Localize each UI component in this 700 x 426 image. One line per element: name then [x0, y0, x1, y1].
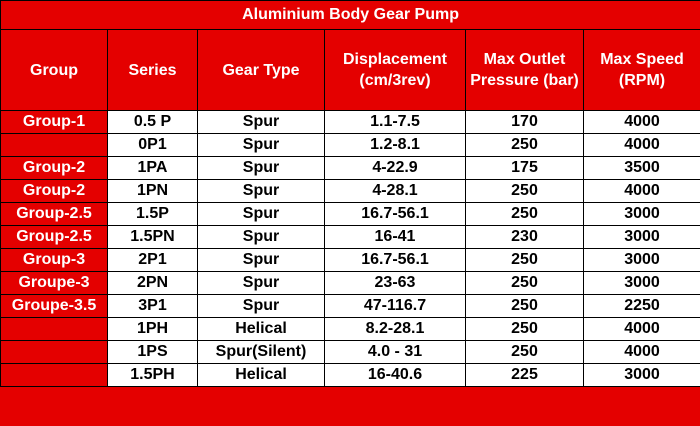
table-title-row: Aluminium Body Gear Pump [0, 0, 700, 30]
gear-type-cell: Helical [197, 363, 325, 387]
speed-cell: 3000 [582, 271, 700, 295]
table-title: Aluminium Body Gear Pump [0, 0, 700, 30]
displacement-cell: 4.0 - 31 [324, 340, 466, 364]
speed-cell: 4000 [582, 133, 700, 157]
group-cell: Group-1 [0, 110, 108, 134]
column-header-displacement: Displacement (cm/3rev) [324, 29, 466, 111]
column-header-gear-type: Gear Type [197, 29, 325, 111]
pressure-cell: 250 [465, 294, 584, 318]
column-header-max-outlet-pressure: Max Outlet Pressure (bar) [465, 29, 584, 111]
table-row: Group-2 1PN Spur 4-28.1 250 4000 [0, 179, 700, 203]
series-cell: 2P1 [107, 248, 198, 272]
gear-pump-table: Aluminium Body Gear Pump Group Series Ge… [0, 0, 700, 387]
table-row: Group-2.5 1.5PN Spur 16-41 230 3000 [0, 225, 700, 249]
displacement-cell: 16.7-56.1 [324, 202, 466, 226]
table-row: Groupe-3.5 3P1 Spur 47-116.7 250 2250 [0, 294, 700, 318]
table-row: 1.5PH Helical 16-40.6 225 3000 [0, 363, 700, 387]
gear-type-cell: Spur [197, 110, 325, 134]
displacement-cell: 4-22.9 [324, 156, 466, 180]
gear-type-cell: Spur [197, 248, 325, 272]
displacement-cell: 47-116.7 [324, 294, 466, 318]
group-cell: Groupe-3 [0, 271, 108, 295]
series-cell: 2PN [107, 271, 198, 295]
pressure-cell: 170 [465, 110, 584, 134]
series-cell: 1.5P [107, 202, 198, 226]
pressure-cell: 250 [465, 317, 584, 341]
group-cell: Groupe-3.5 [0, 294, 108, 318]
group-cell: Group-2 [0, 179, 108, 203]
displacement-cell: 23-63 [324, 271, 466, 295]
speed-cell: 3500 [582, 156, 700, 180]
speed-cell: 2250 [582, 294, 700, 318]
gear-type-cell: Spur [197, 271, 325, 295]
table-row: Group-2 1PA Spur 4-22.9 175 3500 [0, 156, 700, 180]
group-cell: Group-3 [0, 248, 108, 272]
pressure-cell: 250 [465, 202, 584, 226]
gear-type-cell: Spur [197, 202, 325, 226]
gear-type-cell: Spur [197, 225, 325, 249]
speed-cell: 3000 [582, 363, 700, 387]
gear-type-cell: Spur [197, 294, 325, 318]
series-cell: 1PN [107, 179, 198, 203]
series-cell: 1.5PN [107, 225, 198, 249]
gear-type-cell: Spur [197, 156, 325, 180]
displacement-cell: 4-28.1 [324, 179, 466, 203]
group-cell: Group-2.5 [0, 225, 108, 249]
series-cell: 1PH [107, 317, 198, 341]
displacement-cell: 1.2-8.1 [324, 133, 466, 157]
gear-type-cell: Spur [197, 133, 325, 157]
series-cell: 0P1 [107, 133, 198, 157]
displacement-cell: 16.7-56.1 [324, 248, 466, 272]
group-cell [0, 133, 108, 157]
speed-cell: 3000 [582, 202, 700, 226]
pressure-cell: 250 [465, 248, 584, 272]
table-row: Groupe-3 2PN Spur 23-63 250 3000 [0, 271, 700, 295]
pressure-cell: 175 [465, 156, 584, 180]
column-header-max-speed: Max Speed (RPM) [582, 29, 700, 111]
table-header-row: Group Series Gear Type Displacement (cm/… [0, 29, 700, 111]
speed-cell: 3000 [582, 248, 700, 272]
pressure-cell: 250 [465, 340, 584, 364]
group-cell [0, 317, 108, 341]
group-cell: Group-2 [0, 156, 108, 180]
table-row: 1PH Helical 8.2-28.1 250 4000 [0, 317, 700, 341]
displacement-cell: 16-41 [324, 225, 466, 249]
table-row: 1PS Spur(Silent) 4.0 - 31 250 4000 [0, 340, 700, 364]
group-cell [0, 363, 108, 387]
table-row: Group-2.5 1.5P Spur 16.7-56.1 250 3000 [0, 202, 700, 226]
series-cell: 1PA [107, 156, 198, 180]
displacement-cell: 1.1-7.5 [324, 110, 466, 134]
series-cell: 0.5 P [107, 110, 198, 134]
speed-cell: 4000 [582, 179, 700, 203]
speed-cell: 4000 [582, 340, 700, 364]
speed-cell: 3000 [582, 225, 700, 249]
speed-cell: 4000 [582, 110, 700, 134]
pressure-cell: 250 [465, 179, 584, 203]
pressure-cell: 230 [465, 225, 584, 249]
column-header-group: Group [0, 29, 108, 111]
table-row: Group-3 2P1 Spur 16.7-56.1 250 3000 [0, 248, 700, 272]
displacement-cell: 8.2-28.1 [324, 317, 466, 341]
column-header-series: Series [107, 29, 198, 111]
series-cell: 3P1 [107, 294, 198, 318]
pressure-cell: 225 [465, 363, 584, 387]
table-row: Group-1 0.5 P Spur 1.1-7.5 170 4000 [0, 110, 700, 134]
gear-type-cell: Helical [197, 317, 325, 341]
series-cell: 1.5PH [107, 363, 198, 387]
group-cell [0, 340, 108, 364]
gear-type-cell: Spur(Silent) [197, 340, 325, 364]
pressure-cell: 250 [465, 133, 584, 157]
pressure-cell: 250 [465, 271, 584, 295]
gear-type-cell: Spur [197, 179, 325, 203]
displacement-cell: 16-40.6 [324, 363, 466, 387]
speed-cell: 4000 [582, 317, 700, 341]
table-row: 0P1 Spur 1.2-8.1 250 4000 [0, 133, 700, 157]
series-cell: 1PS [107, 340, 198, 364]
group-cell: Group-2.5 [0, 202, 108, 226]
